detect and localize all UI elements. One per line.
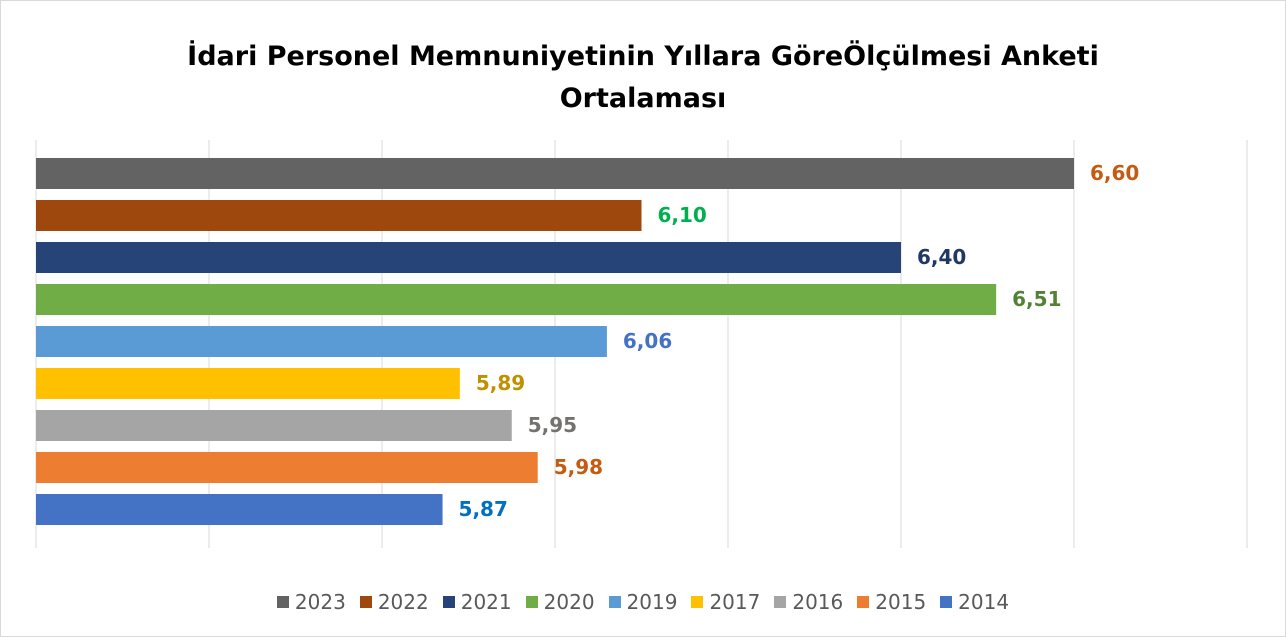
legend-swatch xyxy=(940,596,953,608)
legend-item: 2021 xyxy=(442,590,512,614)
legend-item: 2017 xyxy=(691,590,760,614)
bar xyxy=(36,494,443,525)
legend-item: 2022 xyxy=(359,590,429,614)
legend-label: 2023 xyxy=(294,590,346,614)
bar xyxy=(36,284,997,315)
data-label: 6,60 xyxy=(1090,161,1139,185)
bar xyxy=(36,410,512,441)
legend-label: 2021 xyxy=(460,590,512,614)
data-label: 6,06 xyxy=(623,329,672,353)
data-label: 6,40 xyxy=(917,245,966,269)
data-label: 5,98 xyxy=(554,455,603,479)
legend-item: 2020 xyxy=(525,590,595,614)
legend-swatch xyxy=(442,596,455,608)
bar xyxy=(36,368,460,399)
legend-item: 2023 xyxy=(276,590,346,614)
bar xyxy=(36,200,642,231)
legend-item: 2016 xyxy=(774,590,843,614)
legend-label: 2022 xyxy=(377,590,429,614)
legend-item: 2019 xyxy=(608,590,678,614)
legend-label: 2020 xyxy=(543,590,595,614)
legend-label: 2014 xyxy=(958,590,1010,614)
legend-label: 2017 xyxy=(709,590,761,614)
legend-item: 2015 xyxy=(857,590,926,614)
data-label: 5,87 xyxy=(459,497,508,521)
legend-label: 2019 xyxy=(626,590,678,614)
data-label: 5,89 xyxy=(476,371,525,395)
legend-swatch xyxy=(857,596,870,608)
legend-swatch xyxy=(525,596,538,608)
legend-item: 2014 xyxy=(940,590,1009,614)
data-label: 5,95 xyxy=(528,413,577,437)
legend-label: 2016 xyxy=(792,590,844,614)
data-label: 6,10 xyxy=(658,203,707,227)
legend-swatch xyxy=(774,596,787,608)
chart-title: İdari Personel Memnuniyetinin Yıllara Gö… xyxy=(187,41,1099,114)
bar xyxy=(36,452,538,483)
legend-swatch xyxy=(359,596,372,608)
bar xyxy=(36,242,901,273)
legend-label: 2015 xyxy=(875,590,927,614)
legend: 2023 2022 2021 2020 2019 2017 2016 2015 2014 xyxy=(0,590,1286,614)
bar xyxy=(36,326,607,357)
legend-swatch xyxy=(276,596,289,608)
data-label: 6,51 xyxy=(1012,287,1061,311)
legend-swatch xyxy=(691,596,704,608)
legend-swatch xyxy=(608,596,621,608)
bar xyxy=(36,158,1074,189)
